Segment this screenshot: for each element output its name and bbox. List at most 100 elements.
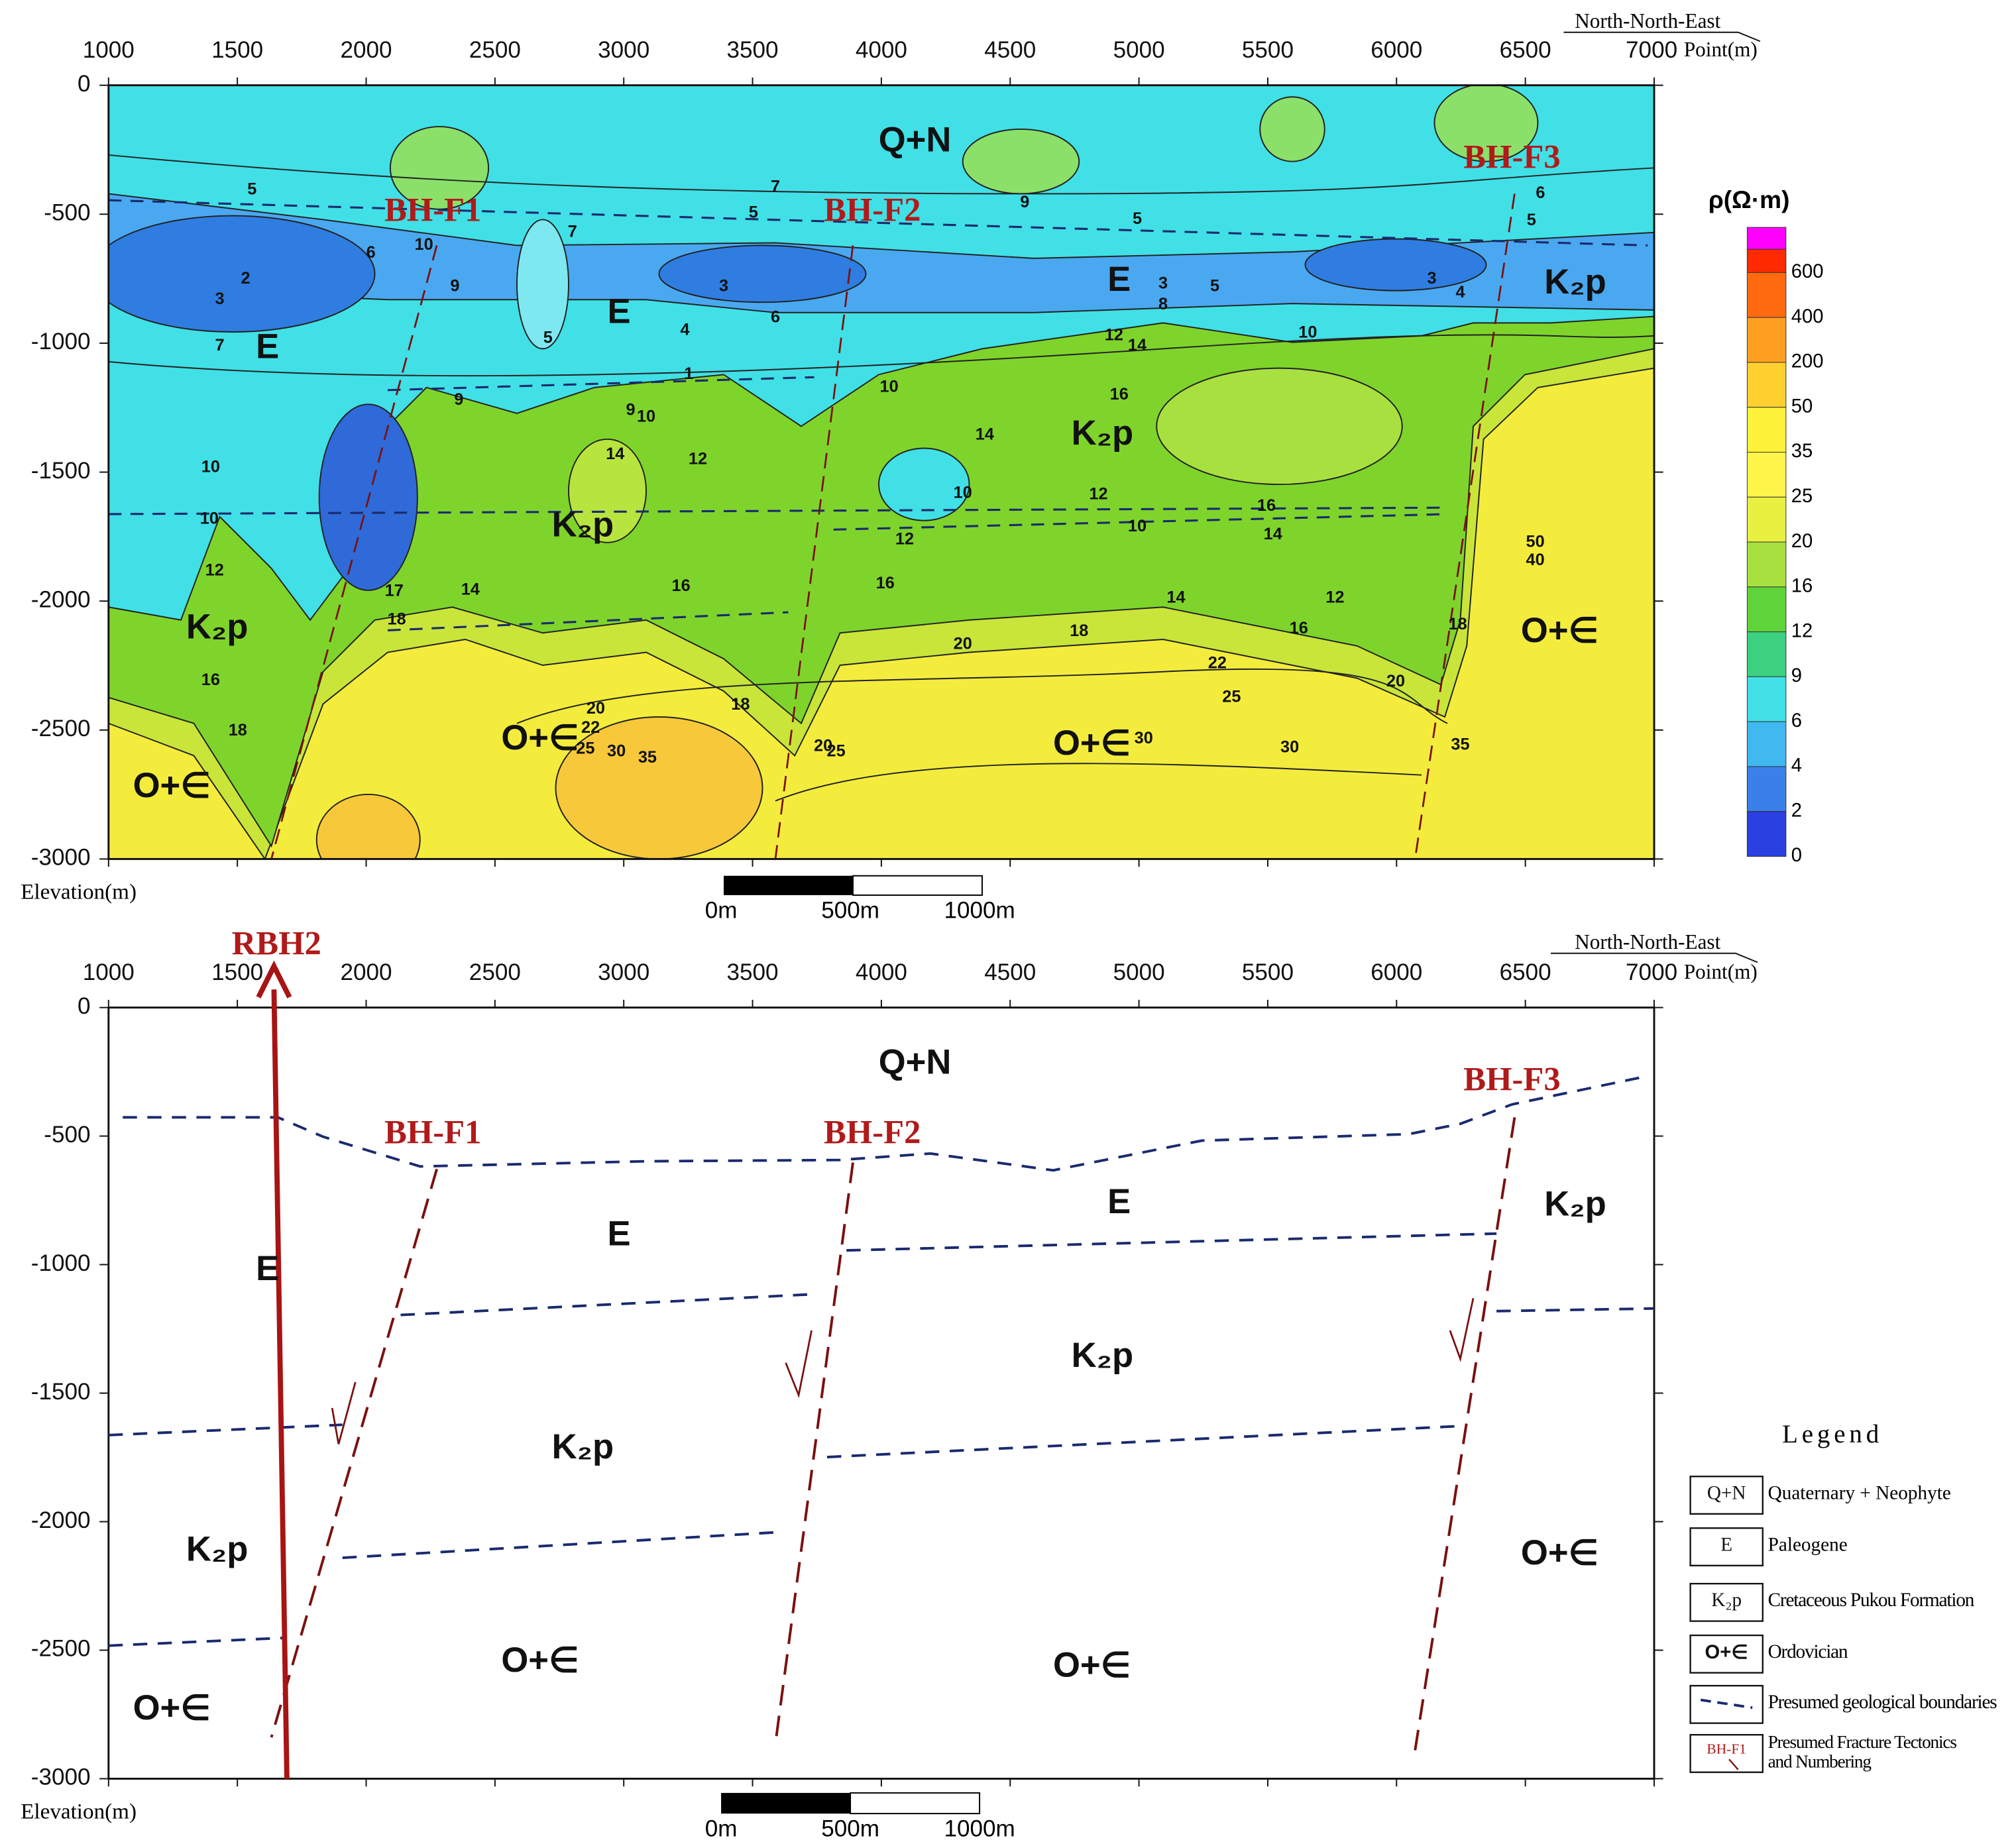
- formation-label: O+∈: [133, 1688, 211, 1727]
- formation-label: O+∈: [1053, 1646, 1131, 1685]
- contour-label: 12: [1089, 484, 1107, 503]
- x-tick-label: 2500: [469, 37, 521, 63]
- contour-label: 10: [880, 378, 899, 396]
- x-tick-label: 3000: [598, 37, 649, 63]
- formation-label: O+∈: [133, 766, 211, 805]
- x-tick-label: 6500: [1500, 37, 1551, 63]
- y-tick-label: -1000: [31, 1250, 91, 1276]
- colorbar-cell: [1746, 766, 1787, 812]
- resistivity-field: [108, 85, 1654, 859]
- contour-label: 22: [1208, 654, 1227, 673]
- contour-label: 20: [587, 699, 605, 718]
- formation-label: E: [607, 1215, 630, 1254]
- formation-label: K₂p: [186, 607, 249, 646]
- scale-label: 0m: [705, 898, 738, 924]
- formation-label: K₂p: [552, 505, 614, 544]
- contour-label: 16: [876, 574, 895, 592]
- y-tick-label: -500: [44, 1122, 90, 1148]
- geological-boundaries: [108, 1075, 1655, 1647]
- contour-label: 1: [684, 364, 693, 383]
- x-tick-label: 2000: [340, 37, 392, 63]
- contour-label: 12: [895, 530, 914, 549]
- legend-label: Quaternary + Neophyte: [1768, 1482, 1951, 1503]
- y-tick-label: -1500: [31, 458, 91, 484]
- contour-label: 16: [672, 576, 691, 595]
- formation-label: E: [607, 292, 630, 331]
- colorbar-tick-label: 0: [1791, 845, 1802, 866]
- legend-label: and Numbering: [1768, 1751, 1872, 1771]
- y-axis-label: Elevation(m): [21, 880, 137, 904]
- contour-label: 16: [201, 671, 220, 689]
- legend-label: Cretaceous Pukou Formation: [1768, 1590, 1975, 1611]
- contour-label: 25: [827, 741, 846, 760]
- colorbar-tick-label: 35: [1791, 441, 1813, 462]
- bottom-frame: [107, 1006, 1655, 1780]
- scale-bar: [721, 1792, 851, 1814]
- contour-label: 17: [385, 582, 404, 600]
- formation-label: E: [256, 1249, 279, 1288]
- fault-label: BH-F3: [1463, 138, 1560, 175]
- x-tick-label: 2000: [340, 959, 392, 985]
- x-tick-label: 4000: [856, 959, 907, 985]
- contour-label: 30: [1280, 737, 1299, 756]
- x-tick-label: 1000: [83, 959, 135, 985]
- x-tick-label: 7000: [1626, 959, 1677, 985]
- contour-label: 12: [1105, 326, 1123, 345]
- colorbar-cell: [1746, 227, 1787, 250]
- x-tick-label: 3500: [727, 37, 779, 63]
- formation-label: O+∈: [501, 1641, 579, 1680]
- contour-label: 25: [576, 739, 594, 757]
- colorbar-tick-label: 12: [1791, 620, 1813, 641]
- x-tick-label: 4500: [984, 37, 1036, 63]
- formation-label: K₂p: [1072, 1336, 1134, 1375]
- formation-label: E: [1107, 1182, 1131, 1221]
- colorbar-tick-label: 9: [1791, 665, 1802, 686]
- contour-label: 30: [1135, 729, 1153, 747]
- formation-label: K₂p: [186, 1529, 249, 1568]
- contour-label: 10: [954, 483, 972, 502]
- contour-label: 16: [1290, 619, 1308, 637]
- contour-label: 4: [1455, 283, 1465, 301]
- contour-label: 7: [215, 336, 224, 354]
- contour-label: 5: [543, 328, 553, 347]
- contour-label: 14: [606, 445, 624, 463]
- scale-label: 500m: [821, 1816, 879, 1842]
- contour-label: 7: [771, 177, 780, 195]
- contour-label: 18: [1449, 615, 1467, 633]
- contour-label: 10: [637, 407, 655, 425]
- contour-label: 9: [454, 390, 463, 409]
- legend-label: Presumed geological boundaries: [1768, 1692, 1997, 1713]
- y-tick-label: -3000: [31, 1764, 91, 1790]
- contour-label: 10: [1298, 323, 1317, 342]
- y-tick-label: -2000: [31, 586, 91, 612]
- fault-label: BH-F2: [824, 1113, 921, 1150]
- colorbar-cell: [1746, 362, 1787, 408]
- colorbar-tick-label: 200: [1791, 351, 1824, 372]
- legend-label: Paleogene: [1768, 1534, 1848, 1555]
- contour-label: 18: [388, 610, 406, 628]
- contour-label: 50: [1526, 532, 1545, 551]
- formation-label: Q+N: [879, 1042, 952, 1081]
- contour-label: 5: [1210, 276, 1219, 295]
- legend-symbol: BH-F1: [1707, 1741, 1746, 1757]
- legend-symbol: K₂p: [1711, 1590, 1742, 1611]
- x-axis-label: Point(m): [1684, 960, 1758, 983]
- colorbar-cell: [1746, 248, 1787, 273]
- fault-label: BH-F1: [384, 1113, 481, 1150]
- contour-label: 3: [1158, 274, 1168, 293]
- fault-arrows: [331, 1297, 1475, 1444]
- fault-label: BH-F1: [384, 191, 481, 228]
- colorbar-cell: [1746, 676, 1787, 722]
- borehole-line: [271, 989, 290, 1779]
- formation-label: O+∈: [1521, 611, 1599, 650]
- contour-label: 5: [1133, 209, 1142, 228]
- contour-label: 5: [247, 180, 256, 198]
- colorbar-cell: [1746, 451, 1787, 498]
- colorbar-tick-label: 50: [1791, 396, 1813, 417]
- contour-label: 35: [1451, 735, 1469, 754]
- formation-label: K₂p: [552, 1427, 614, 1466]
- contour-label: 12: [689, 450, 707, 468]
- legend-label: Presumed Fracture Tectonics: [1768, 1732, 1957, 1752]
- legend-label: Ordovician: [1768, 1641, 1848, 1662]
